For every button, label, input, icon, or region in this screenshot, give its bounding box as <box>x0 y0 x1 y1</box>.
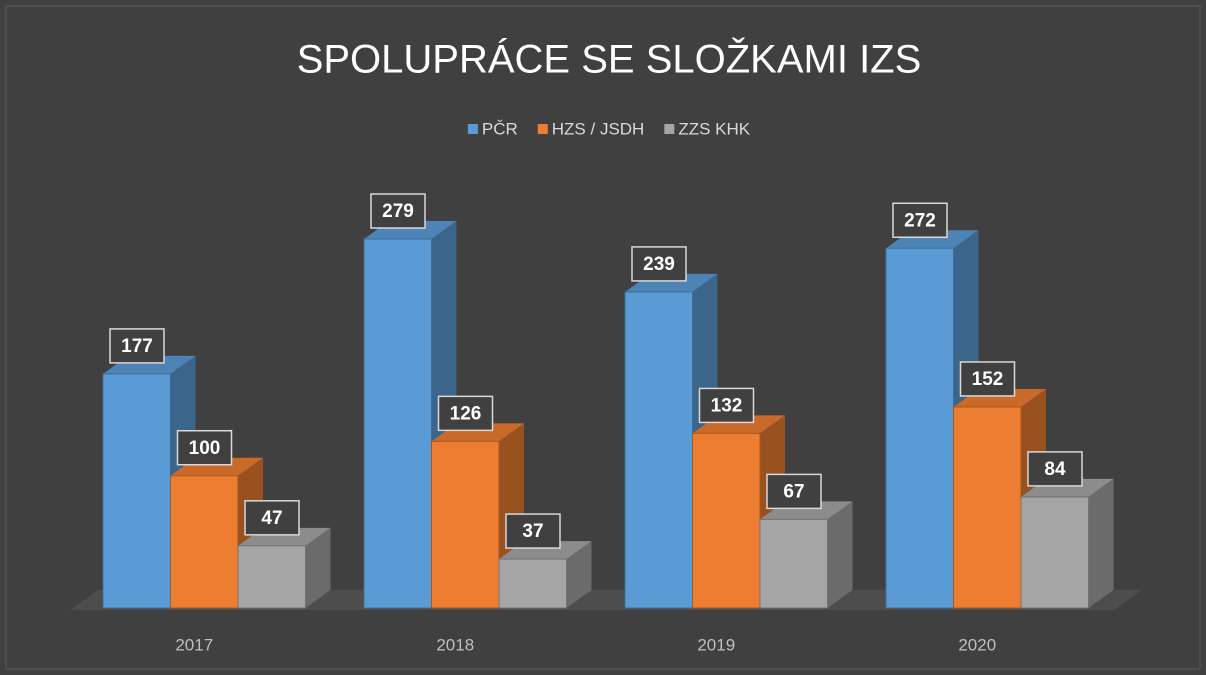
data-label: 100 <box>189 438 221 459</box>
data-label: 239 <box>643 254 675 275</box>
data-label-box <box>176 429 233 466</box>
bar <box>1020 496 1089 609</box>
bar-side <box>566 541 592 608</box>
data-label-box <box>892 202 948 239</box>
bar <box>170 475 239 609</box>
data-label: 47 <box>261 508 282 529</box>
bar-side <box>827 501 853 608</box>
data-label-box <box>244 500 300 536</box>
x-tick-label: 2019 <box>697 635 735 654</box>
data-label: 152 <box>972 369 1004 390</box>
bar-side <box>1088 478 1114 608</box>
data-label-box <box>698 387 755 424</box>
data-label: 67 <box>783 481 804 502</box>
legend-label: HZS / JSDH <box>552 119 645 138</box>
legend-swatch <box>664 124 675 134</box>
bar <box>759 518 828 609</box>
bar <box>237 545 306 609</box>
x-tick-label: 2020 <box>958 635 996 654</box>
legend-label: PČR <box>482 119 518 138</box>
data-label-box <box>631 246 687 282</box>
bar <box>624 291 693 609</box>
bar-side <box>305 527 331 608</box>
legend-label: ZZS KHK <box>678 119 750 138</box>
bar <box>498 558 567 609</box>
data-label: 272 <box>904 210 936 231</box>
legend: PČR HZS / JSDH ZZS KHK <box>467 119 751 138</box>
data-label: 279 <box>382 201 414 222</box>
floor <box>70 590 1142 610</box>
bar <box>885 247 954 609</box>
data-label: 132 <box>711 395 743 416</box>
bar <box>953 406 1022 609</box>
x-tick-label: 2017 <box>175 635 213 654</box>
x-tick-label: 2018 <box>436 635 474 654</box>
data-label-box <box>959 361 1016 397</box>
bar <box>692 432 761 609</box>
data-label-box <box>370 193 426 229</box>
data-label-box <box>109 328 165 364</box>
bar <box>363 238 432 609</box>
legend-swatch <box>537 124 548 134</box>
data-label-box <box>766 473 822 510</box>
bar <box>102 373 171 609</box>
data-label: 126 <box>450 403 482 424</box>
data-label: 177 <box>121 336 153 357</box>
bar <box>431 440 500 609</box>
legend-swatch <box>467 124 478 134</box>
data-label-box <box>505 513 561 549</box>
data-label-box <box>1027 451 1083 487</box>
data-label: 84 <box>1044 459 1066 480</box>
chart-title: SPOLUPRÁCE SE SLOŽKAMI IZS <box>297 37 922 82</box>
data-label: 37 <box>522 521 543 542</box>
data-label-box <box>437 395 494 432</box>
